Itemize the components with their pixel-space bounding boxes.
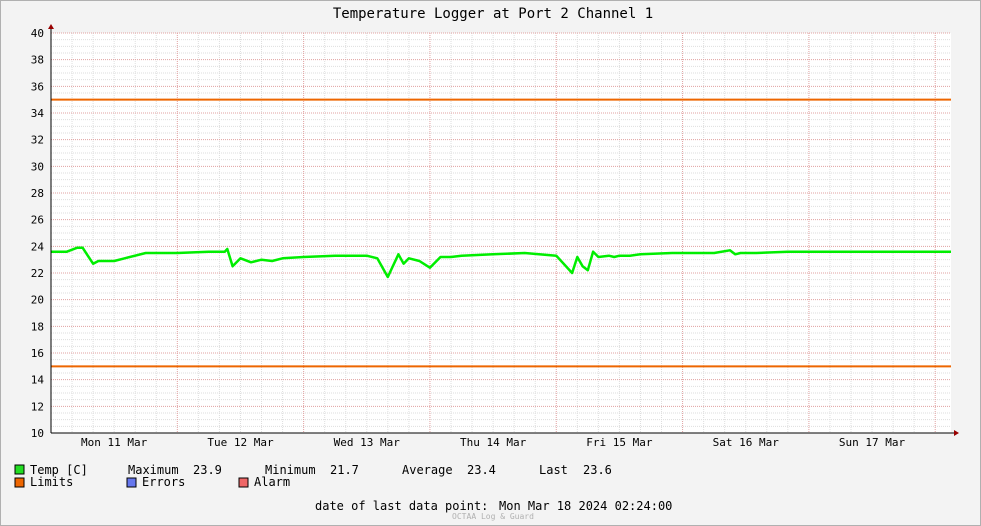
x-tick-label: Sun 17 Mar (839, 436, 906, 449)
average-value: 23.4 (467, 463, 496, 477)
y-tick-label: 32 (31, 134, 44, 147)
watermark-text: OCTAA Log & Guard (452, 512, 534, 521)
y-axis-tick-labels: 10 12 14 16 18 20 22 24 26 28 30 32 34 36 38 40 (31, 27, 45, 440)
temperature-series-line (51, 246, 951, 279)
minimum-value: 21.7 (330, 463, 359, 477)
x-tick-label: Thu 14 Mar (460, 436, 527, 449)
y-tick-label: 10 (31, 427, 44, 440)
x-tick-label: Mon 11 Mar (81, 436, 148, 449)
y-tick-label: 36 (31, 80, 44, 93)
y-tick-label: 12 (31, 400, 44, 413)
y-tick-label: 26 (31, 214, 44, 227)
x-axis-tick-labels: Mon 11 Mar Tue 12 Mar Wed 13 Mar Thu 14 Mar… (81, 436, 905, 449)
y-tick-label: 20 (31, 294, 44, 307)
y-tick-label: 16 (31, 347, 44, 360)
x-tick-label: Tue 12 Mar (207, 436, 274, 449)
minor-gridlines (51, 33, 951, 433)
alarm-legend-label: Alarm (254, 475, 290, 489)
last-data-point-label: date of last data point: (315, 499, 488, 513)
y-tick-label: 30 (31, 160, 44, 173)
average-label: Average (402, 463, 453, 477)
x-tick-label: Wed 13 Mar (334, 436, 401, 449)
limits-legend-label: Limits (30, 475, 73, 489)
y-tick-label: 38 (31, 54, 44, 67)
chart-title: Temperature Logger at Port 2 Channel 1 (333, 6, 653, 22)
errors-legend-swatch (126, 477, 137, 488)
y-tick-label: 34 (31, 107, 45, 120)
maximum-label: Maximum (128, 463, 179, 477)
last-value: 23.6 (583, 463, 612, 477)
maximum-value: 23.9 (193, 463, 222, 477)
x-tick-label: Sat 16 Mar (713, 436, 780, 449)
limits-legend-swatch (14, 477, 25, 488)
x-axis-arrow-icon (954, 430, 959, 436)
y-tick-label: 22 (31, 267, 44, 280)
last-data-point-value: Mon Mar 18 2024 02:24:00 (499, 499, 672, 513)
minimum-label: Minimum (265, 463, 316, 477)
y-tick-label: 40 (31, 27, 44, 40)
temp-legend-swatch (14, 464, 25, 475)
y-tick-label: 18 (31, 320, 44, 333)
y-tick-label: 24 (31, 240, 45, 253)
alarm-legend-swatch (238, 477, 249, 488)
temp-legend-label: Temp [C] (30, 463, 88, 477)
y-tick-label: 28 (31, 187, 44, 200)
errors-legend-label: Errors (142, 475, 185, 489)
y-tick-label: 14 (31, 374, 45, 387)
y-axis-arrow-icon (48, 24, 54, 29)
x-tick-label: Fri 15 Mar (586, 436, 653, 449)
last-label: Last (539, 463, 568, 477)
